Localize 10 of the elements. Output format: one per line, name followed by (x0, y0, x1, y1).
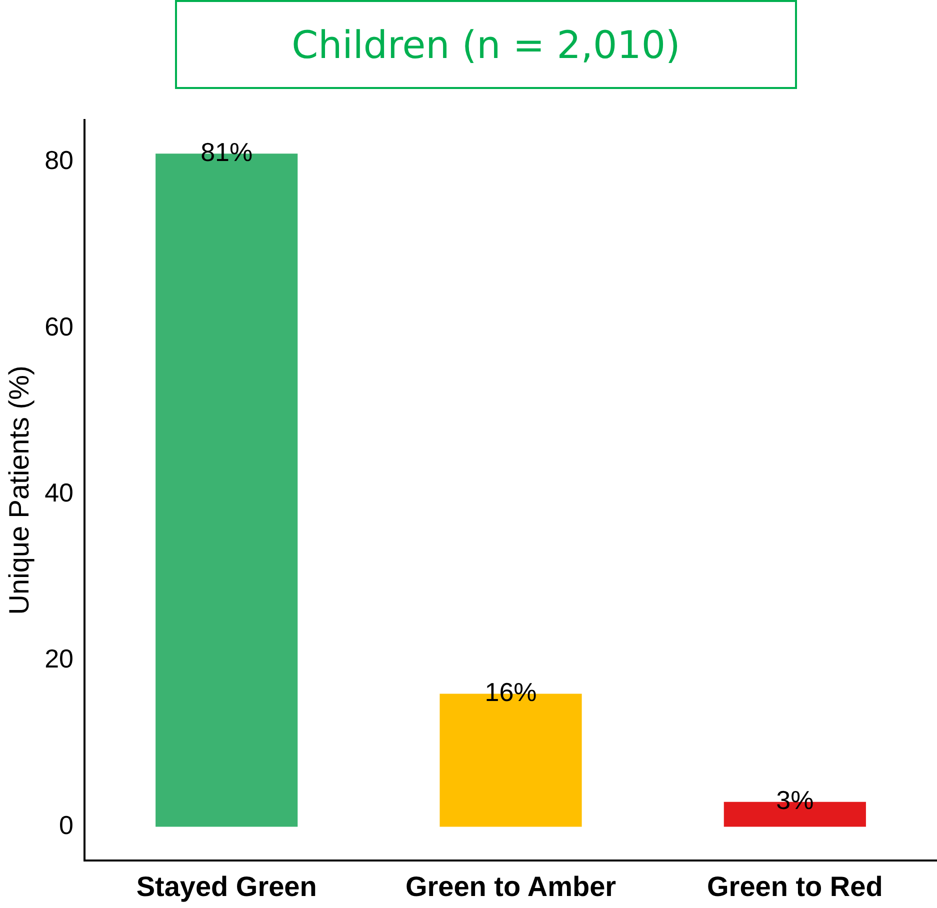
y-tick-label: 80 (44, 145, 74, 176)
x-tick-label: Green to Red (707, 870, 883, 902)
y-tick-label: 60 (44, 311, 74, 342)
y-axis-title: Unique Patients (%) (4, 366, 35, 615)
y-tick-label: 0 (59, 810, 74, 840)
x-tick-label: Stayed Green (136, 870, 317, 902)
y-tick-label: 20 (44, 644, 74, 674)
x-tick-label: Green to Amber (405, 870, 616, 902)
y-tick-label: 40 (44, 478, 74, 508)
chart-title: Children (n = 2,010) (175, 0, 797, 89)
